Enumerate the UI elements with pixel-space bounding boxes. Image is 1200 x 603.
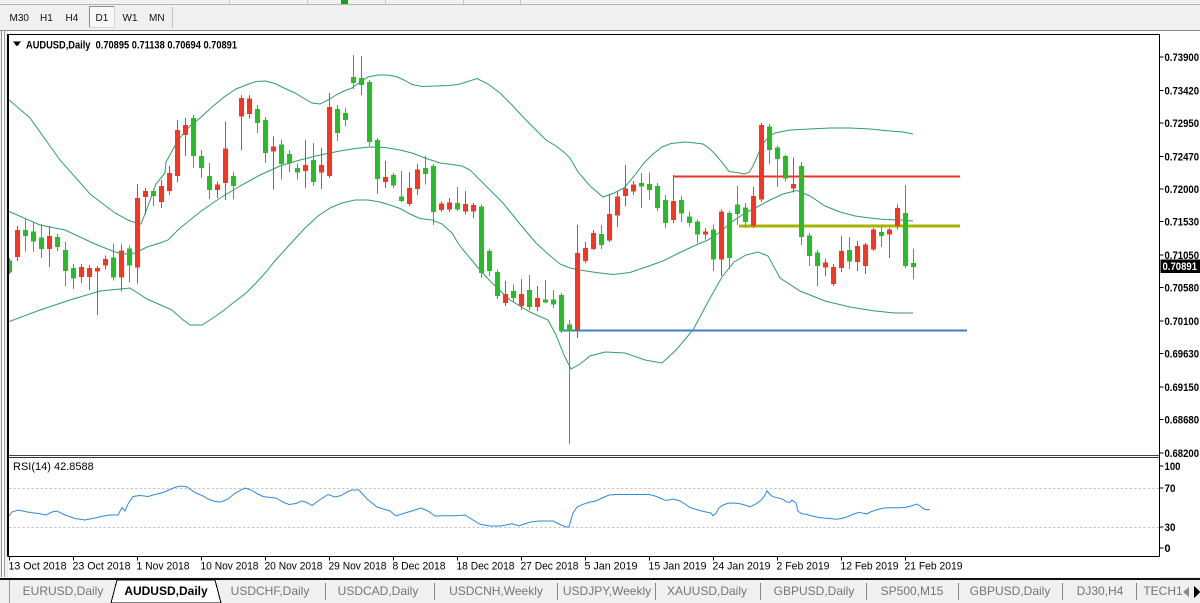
svg-text:USDJPY,Weekly: USDJPY,Weekly — [563, 584, 651, 598]
svg-text:TECH1: TECH1 — [1143, 584, 1183, 598]
svg-text:XAUUSD,Daily: XAUUSD,Daily — [667, 584, 747, 598]
svg-text:70: 70 — [1165, 483, 1176, 495]
svg-text:SP500,M15: SP500,M15 — [881, 584, 944, 598]
svg-text:0.72950: 0.72950 — [1165, 118, 1200, 130]
svg-text:30: 30 — [1165, 522, 1176, 534]
svg-text:USDCHF,Daily: USDCHF,Daily — [231, 584, 310, 598]
svg-text:5 Jan 2019: 5 Jan 2019 — [585, 561, 638, 573]
svg-text:MN: MN — [149, 13, 165, 24]
svg-text:0.72000: 0.72000 — [1165, 184, 1200, 196]
svg-text:13 Oct 2018: 13 Oct 2018 — [9, 561, 67, 573]
svg-text:0.70580: 0.70580 — [1165, 283, 1200, 295]
svg-text:D1: D1 — [96, 13, 109, 24]
svg-text:0.70891: 0.70891 — [1163, 261, 1198, 273]
svg-text:15 Jan 2019: 15 Jan 2019 — [649, 561, 707, 573]
svg-text:H4: H4 — [66, 13, 79, 24]
svg-text:20 Nov 2018: 20 Nov 2018 — [265, 561, 323, 573]
svg-text:21 Feb 2019: 21 Feb 2019 — [905, 561, 963, 573]
svg-text:0.70100: 0.70100 — [1165, 316, 1200, 328]
svg-text:0.71530: 0.71530 — [1165, 217, 1200, 229]
svg-text:USDCNH,Weekly: USDCNH,Weekly — [449, 584, 543, 598]
svg-text:1 Nov 2018: 1 Nov 2018 — [137, 561, 190, 573]
svg-text:2 Feb 2019: 2 Feb 2019 — [777, 561, 830, 573]
svg-text:18 Dec 2018: 18 Dec 2018 — [457, 561, 515, 573]
svg-text:M30: M30 — [10, 13, 30, 24]
svg-text:GBPUSD,Daily: GBPUSD,Daily — [970, 584, 1051, 598]
svg-text:USDCAD,Daily: USDCAD,Daily — [338, 584, 419, 598]
svg-text:0.73420: 0.73420 — [1165, 86, 1200, 98]
svg-text:DJ30,H4: DJ30,H4 — [1077, 584, 1124, 598]
svg-text:27 Dec 2018: 27 Dec 2018 — [521, 561, 579, 573]
svg-text:EURUSD,Daily: EURUSD,Daily — [23, 584, 104, 598]
svg-text:29 Nov 2018: 29 Nov 2018 — [329, 561, 387, 573]
svg-text:AUDUSD,Daily 0.70895 0.71138: AUDUSD,Daily 0.70895 0.71138 0.70694 0.7… — [26, 40, 237, 52]
svg-text:10 Nov 2018: 10 Nov 2018 — [201, 561, 259, 573]
svg-text:12 Feb 2019: 12 Feb 2019 — [841, 561, 899, 573]
svg-text:H1: H1 — [40, 13, 53, 24]
svg-text:0.72470: 0.72470 — [1165, 151, 1200, 163]
svg-text:W1: W1 — [123, 13, 138, 24]
svg-text:8 Dec 2018: 8 Dec 2018 — [393, 561, 446, 573]
svg-text:0.68680: 0.68680 — [1165, 415, 1200, 427]
svg-text:24 Jan 2019: 24 Jan 2019 — [713, 561, 771, 573]
svg-text:0.71050: 0.71050 — [1165, 250, 1200, 262]
svg-text:23 Oct 2018: 23 Oct 2018 — [73, 561, 131, 573]
svg-text:0.73900: 0.73900 — [1165, 52, 1200, 64]
svg-text:AUDUSD,Daily: AUDUSD,Daily — [124, 584, 208, 598]
svg-text:0.69630: 0.69630 — [1165, 349, 1200, 361]
svg-text:RSI(14) 42.8588: RSI(14) 42.8588 — [13, 461, 94, 473]
svg-text:0: 0 — [1165, 543, 1171, 555]
svg-text:GBPUSD,Daily: GBPUSD,Daily — [774, 584, 855, 598]
svg-text:0.68200: 0.68200 — [1165, 448, 1200, 460]
svg-text:100: 100 — [1165, 461, 1181, 473]
svg-text:0.69150: 0.69150 — [1165, 382, 1200, 394]
